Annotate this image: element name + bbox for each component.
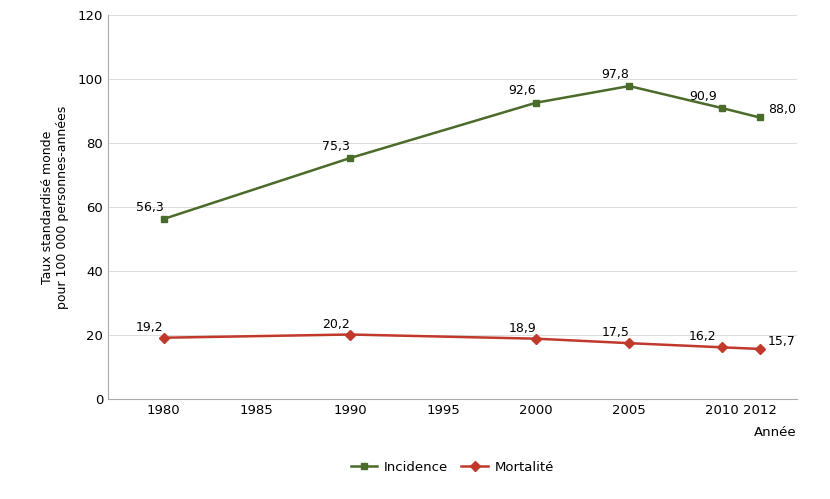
Mortalité [754,346,764,352]
Mortalité [624,340,634,346]
Incidence [624,83,634,89]
Incidence [159,216,168,222]
Text: 18,9: 18,9 [508,322,536,335]
Text: Année: Année [754,426,797,439]
Line: Incidence: Incidence [160,82,763,223]
Mortalité [345,331,355,337]
Y-axis label: Taux standardisé monde
pour 100 000 personnes-années: Taux standardisé monde pour 100 000 pers… [42,105,70,309]
Text: 90,9: 90,9 [689,90,717,103]
Text: 16,2: 16,2 [689,330,716,343]
Mortalité [159,335,168,341]
Text: 56,3: 56,3 [136,201,164,214]
Text: 19,2: 19,2 [136,321,164,334]
Text: 20,2: 20,2 [322,317,350,330]
Text: 15,7: 15,7 [768,335,796,348]
Incidence [531,100,541,106]
Mortalité [717,344,727,350]
Legend: Incidence, Mortalité: Incidence, Mortalité [345,456,559,480]
Text: 88,0: 88,0 [768,103,796,116]
Mortalité [531,336,541,342]
Incidence [717,105,727,111]
Incidence [345,155,355,161]
Incidence [754,114,764,120]
Text: 75,3: 75,3 [322,140,350,153]
Line: Mortalité: Mortalité [160,331,763,352]
Text: 17,5: 17,5 [602,326,629,339]
Text: 97,8: 97,8 [602,68,629,81]
Text: 92,6: 92,6 [509,84,536,97]
